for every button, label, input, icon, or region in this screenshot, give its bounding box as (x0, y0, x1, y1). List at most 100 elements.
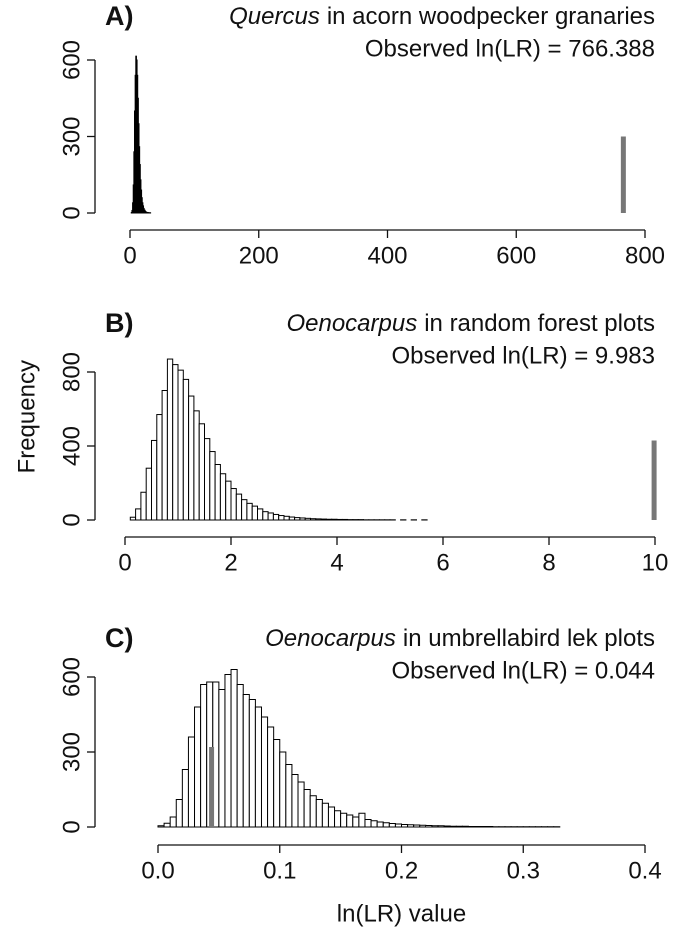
histogram-bar (187, 736, 196, 828)
x-tick-label: 0 (123, 242, 136, 269)
histogram-bar (272, 513, 280, 521)
histogram-bar (246, 502, 253, 521)
histogram-bar (236, 684, 244, 828)
histogram-bar (188, 395, 195, 521)
histogram-bar (278, 515, 285, 521)
panel-label: C) (105, 623, 134, 653)
x-tick-label: 10 (642, 549, 669, 576)
x-tick-label: 0 (118, 549, 131, 576)
histogram-bar (260, 716, 269, 828)
title-rest: in random forest plots (424, 310, 655, 337)
histogram-bar (315, 799, 323, 828)
observed-label: Observed ln(LR) = 9.983 (392, 342, 655, 369)
histogram-bar (169, 816, 177, 828)
histogram-bar (364, 819, 372, 828)
histogram-bar (382, 822, 390, 828)
histogram-bar (419, 824, 427, 828)
histogram-bar (455, 825, 463, 828)
x-tick-label: 0.2 (385, 857, 418, 884)
histogram-bar (145, 467, 152, 521)
histogram-bar (370, 820, 378, 828)
histogram-bar (443, 825, 451, 828)
histogram-bar (294, 517, 301, 521)
y-tick-label: 600 (58, 40, 85, 80)
x-tick-label: 6 (436, 549, 449, 576)
y-tick-label: 300 (58, 732, 85, 772)
panel-title: Oenocarpus in random forest plots (286, 310, 655, 337)
x-tick-label: 0.3 (507, 857, 540, 884)
histogram-bar (235, 493, 243, 521)
histogram-bar (341, 518, 349, 521)
histogram-bar (163, 822, 171, 828)
histogram-bar (135, 508, 142, 521)
histogram-bar (320, 518, 327, 521)
observed-label: Observed ln(LR) = 0.044 (392, 657, 655, 684)
panel-title: Oenocarpus in umbrellabird lek plots (265, 625, 655, 652)
histogram-bar (376, 821, 384, 828)
histogram-bar (248, 699, 256, 828)
x-tick-label: 0.0 (141, 857, 174, 884)
histogram-bar (340, 812, 348, 828)
y-tick-label: 400 (58, 426, 85, 466)
histogram-bar (181, 769, 189, 828)
taxon: Oenocarpus (286, 310, 417, 337)
title-rest: in umbrellabird lek plots (403, 625, 655, 652)
histogram-bar (251, 505, 258, 521)
histogram-bar (254, 706, 262, 828)
histogram-bar (437, 825, 445, 828)
histogram-bar (241, 499, 248, 521)
histogram-bar (218, 689, 226, 828)
histogram-bar (285, 764, 293, 828)
histogram-bar (358, 812, 366, 828)
histogram-bar (219, 473, 227, 521)
histogram-bar (151, 439, 158, 521)
histogram-bar (194, 706, 202, 828)
histogram-bar (467, 826, 476, 828)
histogram-bar (331, 518, 338, 521)
histogram-bar (327, 806, 336, 828)
histogram-bar (198, 423, 205, 521)
histogram-bar (204, 438, 211, 521)
histogram-bar (480, 826, 488, 828)
histogram-bar (303, 789, 311, 828)
histogram-bar (262, 511, 269, 521)
histogram-bar (200, 684, 208, 828)
histogram-bar (161, 390, 168, 521)
x-axis-label: ln(LR) value (337, 900, 466, 927)
histogram-bar (336, 518, 343, 521)
histogram-bar (394, 823, 403, 828)
histogram-bar (214, 464, 221, 521)
histogram-bar (486, 826, 494, 828)
histogram-bar (449, 825, 457, 828)
histogram-bar (315, 518, 322, 521)
histogram-bar (334, 810, 342, 828)
histogram-bar (297, 781, 305, 828)
y-tick-label: 0 (58, 820, 85, 833)
y-axis-label: Frequency (13, 360, 40, 473)
histogram-bar (273, 739, 281, 828)
histogram-bar (388, 823, 396, 828)
histogram-bar (224, 674, 232, 828)
histogram-bar (288, 516, 296, 521)
observed-label: Observed ln(LR) = 766.388 (365, 35, 655, 62)
x-tick-label: 0.1 (263, 857, 296, 884)
panel-title: Quercus in acorn woodpecker granaries (229, 3, 655, 30)
histogram-bar (129, 516, 137, 521)
histogram-bar (352, 816, 360, 828)
histogram-bar (267, 512, 274, 521)
histogram-bar (474, 826, 482, 828)
histogram-bar (310, 518, 317, 521)
histogram-bar (193, 410, 200, 521)
x-tick-label: 2 (224, 549, 237, 576)
x-tick-label: 200 (239, 242, 279, 269)
histogram-bar (230, 669, 238, 828)
x-tick-label: 4 (330, 549, 343, 576)
histogram-bar (242, 694, 250, 828)
histogram-bar (279, 751, 287, 828)
histogram-bar (407, 824, 415, 828)
histogram-bar (461, 825, 469, 828)
x-tick-label: 400 (367, 242, 407, 269)
histogram-bar (299, 517, 306, 521)
histogram-bar (140, 491, 147, 521)
